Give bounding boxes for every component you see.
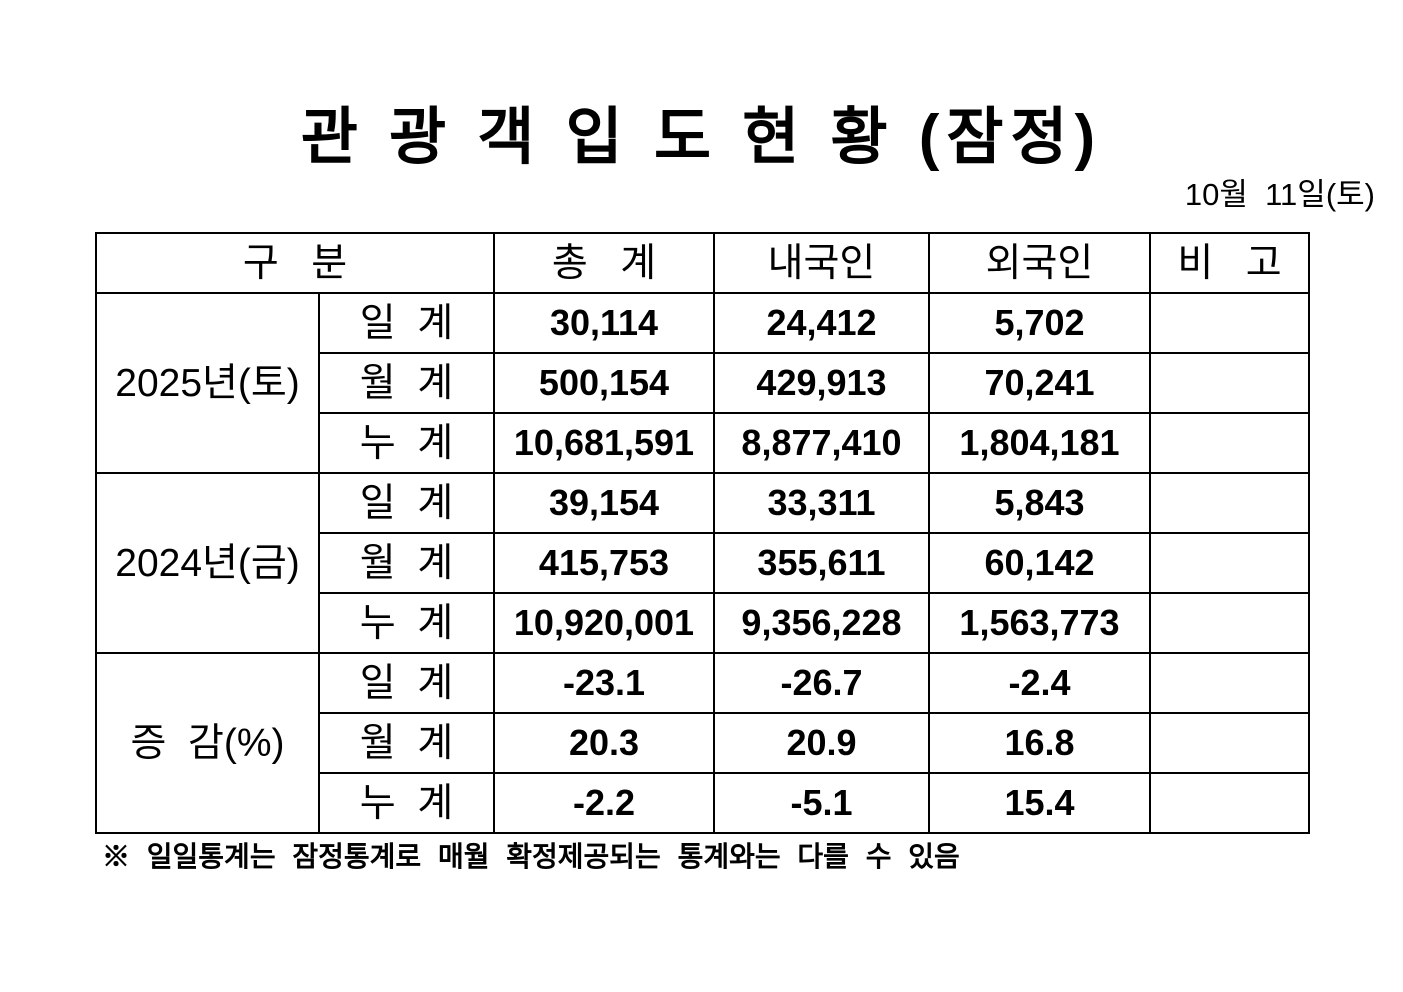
remark-cell: [1149, 412, 1310, 474]
foreign-cell: 15.4: [928, 772, 1151, 834]
header-cell-category: 구 분: [95, 232, 495, 294]
table-row: 월 계 500,154 429,913 70,241: [96, 352, 1310, 414]
page-title: 관 광 객 입 도 현 황 (잠정): [300, 103, 1103, 172]
domestic-cell: 24,412: [713, 292, 930, 354]
table-row: 2025년(토) 일 계 30,114 24,412 5,702: [95, 292, 1310, 474]
row-label-daily: 일 계: [318, 652, 495, 714]
table-row: 월 계 415,753 355,611 60,142: [96, 532, 1310, 594]
total-cell: 30,114: [493, 292, 715, 354]
row-label-monthly: 월 계: [318, 712, 495, 774]
foreign-cell: 1,563,773: [928, 592, 1151, 654]
table-row: 월 계 20.3 20.9 16.8: [96, 712, 1310, 774]
group-label-2024: 2024년(금): [95, 472, 320, 654]
table-row: 누 계 10,920,001 9,356,228 1,563,773: [96, 592, 1310, 654]
table-header-row: 구 분 총 계 내국인 외국인 비 고: [95, 232, 1310, 294]
row-label-monthly: 월 계: [318, 352, 495, 414]
header-cell-foreign: 외국인: [928, 232, 1151, 294]
domestic-cell: 429,913: [713, 352, 930, 414]
table-row: 증 감(%) 일 계 -23.1 -26.7 -2.4: [95, 652, 1310, 834]
domestic-cell: 33,311: [713, 472, 930, 534]
table-row: 누 계 10,681,591 8,877,410 1,804,181: [96, 412, 1310, 474]
total-cell: 20.3: [493, 712, 715, 774]
header-cell-total: 총 계: [493, 232, 715, 294]
total-cell: 415,753: [493, 532, 715, 594]
row-label-daily: 일 계: [318, 292, 495, 354]
domestic-cell: 20.9: [713, 712, 930, 774]
domestic-cell: -26.7: [713, 652, 930, 714]
total-cell: 39,154: [493, 472, 715, 534]
remark-cell: [1149, 472, 1310, 534]
row-label-monthly: 월 계: [318, 532, 495, 594]
tourist-arrival-table: 구 분 총 계 내국인 외국인 비 고 2025년(토) 일 계 30,114 …: [95, 232, 1310, 834]
remark-cell: [1149, 652, 1310, 714]
footnote: ※ 일일통계는 잠정통계로 매월 확정제공되는 통계와는 다를 수 있음: [102, 841, 960, 872]
domestic-cell: -5.1: [713, 772, 930, 834]
remark-cell: [1149, 532, 1310, 594]
table-row: 2024년(금) 일 계 39,154 33,311 5,843: [95, 472, 1310, 654]
header-cell-domestic: 내국인: [713, 232, 930, 294]
foreign-cell: 5,843: [928, 472, 1151, 534]
remark-cell: [1149, 592, 1310, 654]
total-cell: -2.2: [493, 772, 715, 834]
domestic-cell: 9,356,228: [713, 592, 930, 654]
foreign-cell: 1,804,181: [928, 412, 1151, 474]
remark-cell: [1149, 292, 1310, 354]
foreign-cell: 16.8: [928, 712, 1151, 774]
foreign-cell: 5,702: [928, 292, 1151, 354]
domestic-cell: 355,611: [713, 532, 930, 594]
remark-cell: [1149, 712, 1310, 774]
total-cell: 10,920,001: [493, 592, 715, 654]
group-label-change-pct: 증 감(%): [95, 652, 320, 834]
row-label-daily: 일 계: [318, 472, 495, 534]
remark-cell: [1149, 352, 1310, 414]
foreign-cell: -2.4: [928, 652, 1151, 714]
domestic-cell: 8,877,410: [713, 412, 930, 474]
header-cell-remark: 비 고: [1149, 232, 1310, 294]
table-row: 누 계 -2.2 -5.1 15.4: [96, 772, 1310, 834]
row-label-cumulative: 누 계: [318, 592, 495, 654]
total-cell: -23.1: [493, 652, 715, 714]
foreign-cell: 70,241: [928, 352, 1151, 414]
total-cell: 500,154: [493, 352, 715, 414]
foreign-cell: 60,142: [928, 532, 1151, 594]
row-label-cumulative: 누 계: [318, 412, 495, 474]
remark-cell: [1149, 772, 1310, 834]
group-label-2025: 2025년(토): [95, 292, 320, 474]
report-date: 10월 11일(토): [1184, 177, 1375, 212]
total-cell: 10,681,591: [493, 412, 715, 474]
row-label-cumulative: 누 계: [318, 772, 495, 834]
